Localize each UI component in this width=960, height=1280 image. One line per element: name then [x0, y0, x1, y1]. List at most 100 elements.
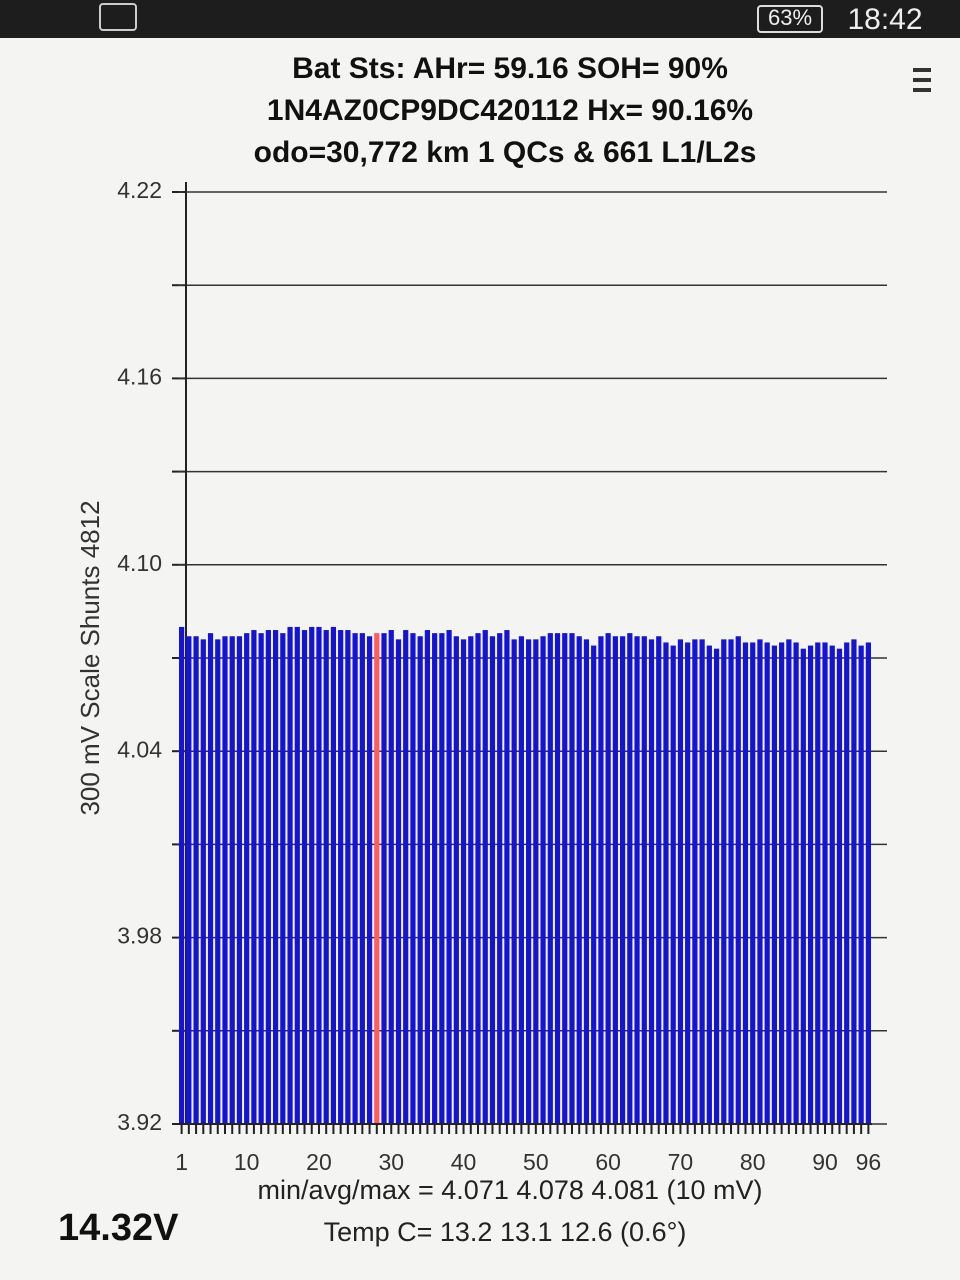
bar — [338, 630, 344, 1124]
bar — [562, 633, 568, 1124]
bar — [309, 626, 315, 1124]
temp-line: Temp C= 13.2 13.1 12.6 (0.6°) — [324, 1217, 687, 1247]
battery-icon — [757, 5, 823, 33]
bar — [453, 636, 459, 1124]
bar — [612, 636, 618, 1124]
bar — [576, 636, 582, 1124]
bar — [352, 633, 358, 1124]
bar — [294, 626, 300, 1124]
bar — [800, 648, 806, 1124]
bar — [771, 645, 778, 1124]
bar — [677, 639, 684, 1124]
bar — [374, 633, 380, 1124]
bar — [619, 636, 626, 1124]
x-tick-label: 80 — [740, 1149, 766, 1175]
bar — [706, 645, 712, 1124]
menu-bar — [913, 68, 931, 72]
pack-voltage: 14.32V — [58, 1207, 179, 1249]
y-tick-label: 3.98 — [117, 923, 162, 949]
bar — [735, 636, 741, 1124]
y-tick-label: 4.22 — [117, 177, 162, 203]
bar — [786, 639, 792, 1124]
bar — [432, 633, 438, 1124]
bar — [815, 642, 821, 1124]
bar — [316, 626, 322, 1124]
bar — [851, 639, 857, 1124]
bar — [251, 630, 257, 1124]
bar — [388, 630, 394, 1124]
x-tick-label: 96 — [856, 1149, 882, 1175]
bar — [648, 639, 655, 1124]
bar — [656, 636, 662, 1124]
bar — [236, 636, 243, 1124]
bar — [569, 633, 575, 1124]
bar — [460, 639, 467, 1124]
bar — [807, 645, 814, 1124]
bar — [641, 636, 647, 1124]
bar — [605, 633, 611, 1124]
bar — [793, 642, 799, 1124]
bar — [424, 630, 431, 1124]
bar — [699, 639, 705, 1124]
bar — [663, 642, 669, 1124]
bar — [287, 626, 293, 1124]
bar — [280, 633, 286, 1124]
bar — [417, 636, 423, 1124]
bar — [822, 642, 828, 1124]
bar — [366, 636, 373, 1124]
bar — [410, 633, 416, 1124]
x-tick-label: 70 — [668, 1149, 694, 1175]
x-tick-label: 90 — [812, 1149, 838, 1175]
bar — [215, 639, 221, 1124]
bar — [359, 633, 365, 1124]
bar — [865, 642, 871, 1124]
y-tick-label: 4.04 — [117, 736, 162, 762]
bar — [764, 642, 770, 1124]
y-tick-label: 4.10 — [117, 550, 162, 576]
chart-title: Bat Sts: AHr= 59.16 SOH= 90% — [292, 52, 728, 85]
bar — [547, 633, 553, 1124]
menu-bar — [913, 78, 931, 82]
bar — [829, 645, 835, 1124]
bar — [627, 633, 633, 1124]
bar — [475, 633, 481, 1124]
chart-subtitle: 1N4AZ0CP9DC420112 Hx= 90.16% — [267, 94, 753, 127]
bar — [591, 645, 597, 1124]
bar — [685, 642, 691, 1124]
bar — [207, 633, 214, 1124]
bar — [395, 639, 402, 1124]
bar — [728, 639, 734, 1124]
bar — [200, 639, 206, 1124]
bar — [742, 642, 749, 1124]
x-tick-label: 30 — [378, 1149, 404, 1175]
bar — [272, 630, 279, 1124]
stats-line: min/avg/max = 4.071 4.078 4.081 (10 mV) — [257, 1175, 762, 1205]
bar — [750, 642, 756, 1124]
bar — [193, 636, 199, 1124]
x-tick-label: 1 — [175, 1149, 188, 1175]
menu-button[interactable] — [913, 68, 931, 92]
bar — [381, 633, 387, 1124]
bar — [844, 642, 850, 1124]
x-tick-label: 40 — [451, 1149, 477, 1175]
bar — [265, 630, 271, 1124]
bar — [244, 633, 250, 1124]
notification-icon — [99, 3, 137, 31]
plot: 3.92 3.98 4.04 4.10 4.16 4.22 1 10 20 30 40 50 60 70 8… — [117, 177, 887, 1175]
bar — [258, 633, 264, 1124]
bar — [511, 639, 517, 1124]
bar — [598, 636, 604, 1124]
bar — [836, 648, 843, 1124]
bar — [533, 639, 539, 1124]
bar — [403, 630, 409, 1124]
bar — [634, 636, 640, 1124]
x-tick-label: 10 — [234, 1149, 260, 1175]
bar — [222, 636, 228, 1124]
bar — [345, 630, 351, 1124]
clock: 18:42 — [847, 3, 922, 36]
bar — [721, 639, 727, 1124]
y-tick-label: 4.16 — [117, 363, 162, 389]
bar — [779, 642, 785, 1124]
bar — [330, 626, 337, 1124]
